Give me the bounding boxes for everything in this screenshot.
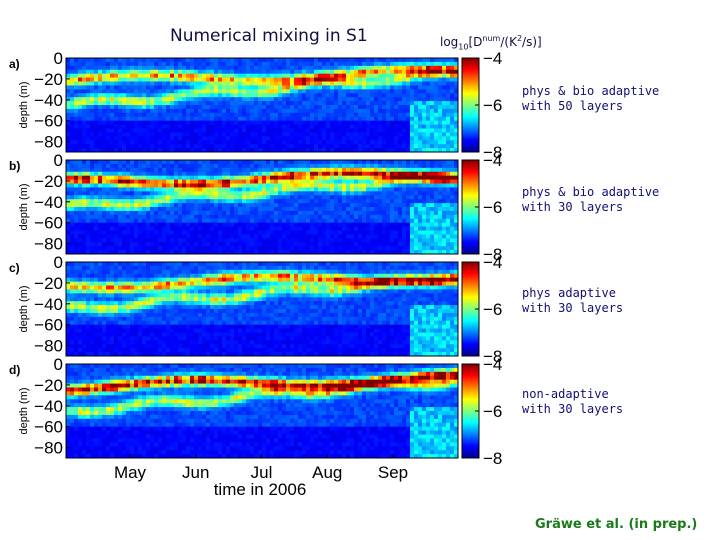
cbar-label-sup: num [482, 34, 501, 43]
panel-1-letter: b) [9, 159, 20, 173]
panel-1-ytick-label: −40 [34, 193, 63, 212]
cbar-label-base: log [440, 35, 459, 49]
panel-3-ytick-label: −20 [34, 376, 63, 395]
panel-1-ytick-label: −80 [34, 235, 63, 254]
cbar-label-open: [D [468, 35, 483, 49]
panel-0-colorbar-tick: −4 [483, 49, 502, 68]
panel-2-colorbar-tick: −8 [483, 347, 502, 366]
panel-1-ytick-label: −60 [34, 214, 63, 233]
panel-3-ytick-label: 0 [54, 355, 63, 374]
panel-0-ytick-label: −20 [34, 70, 63, 89]
panel-c-desc-line1: phys adaptive [522, 286, 616, 300]
panel-a-desc-line1: phys & bio adaptive [522, 84, 660, 98]
xtick-label: Jun [182, 463, 209, 482]
colorbar-label: log10[Dnum/(K2/s)] [440, 34, 542, 51]
panel-3-ytick-label: −80 [34, 439, 63, 458]
panel-0-ytick-label: 0 [54, 49, 63, 68]
panel-b-desc-line2: with 30 layers [522, 200, 624, 214]
panel-3-ylabel: depth (m) [18, 387, 30, 434]
panel-b-description: phys & bio adaptive with 30 layers [522, 185, 659, 215]
panel-0-colorbar-tick: −6 [483, 96, 502, 115]
panel-2-ytick-label: −80 [34, 337, 63, 356]
panel-0-letter: a) [9, 57, 20, 71]
panel-2-ytick-label: −40 [34, 295, 63, 314]
panel-3-colorbar-tick: −8 [483, 449, 502, 468]
panel-0-colorbar-tick: −8 [483, 143, 502, 162]
cbar-label-close: /s)] [522, 35, 542, 49]
panel-1-heatmap [66, 160, 459, 255]
x-axis-label: time in 2006 [214, 480, 307, 499]
panel-1: 0 −20 −40 −60 −80 depth (m) b) −4 −6 −8 [9, 151, 502, 264]
panel-2-letter: c) [9, 261, 20, 275]
panel-1-colorbar-tick: −8 [483, 245, 502, 264]
panel-2-heatmap [66, 262, 459, 357]
cbar-label-unit-sup: 2 [516, 34, 523, 43]
panel-1-colorbar-tick: −6 [483, 198, 502, 217]
panel-0-ytick-label: −60 [34, 112, 63, 131]
panel-0-frame [65, 57, 459, 153]
credit-text: Gräwe et al. (in prep.) [535, 517, 698, 532]
panel-0-ytick-label: −40 [34, 91, 63, 110]
panel-1-ytick-label: 0 [54, 151, 63, 170]
panel-b-desc-line1: phys & bio adaptive [522, 185, 660, 199]
panel-0-ytick-label: −80 [34, 133, 63, 152]
panel-3-ytick-label: −60 [34, 418, 63, 437]
panel-d-desc-line1: non-adaptive [522, 387, 609, 401]
xtick-label: May [114, 463, 147, 482]
panel-2-colorbar-tick: −4 [483, 253, 502, 272]
panel-1-frame [65, 159, 459, 255]
panel-d-desc-line2: with 30 layers [522, 402, 624, 416]
panel-2-ytick-label: −20 [34, 274, 63, 293]
panel-1-ylabel: depth (m) [18, 183, 30, 230]
panel-1-colorbar-tick: −4 [483, 151, 502, 170]
panel-2-colorbar-tick: −6 [483, 300, 502, 319]
xtick-label: Jul [251, 463, 273, 482]
panel-c-description: phys adaptive with 30 layers [522, 286, 623, 316]
xtick-label: Sep [378, 463, 408, 482]
panel-0-heatmap [66, 58, 459, 153]
panel-3-letter: d) [9, 363, 20, 377]
panel-c-desc-line2: with 30 layers [522, 301, 624, 315]
panel-3-ytick-label: −40 [34, 397, 63, 416]
slide-title: Numerical mixing in S1 [170, 26, 368, 46]
panel-3-heatmap [66, 364, 459, 459]
panel-3-colorbar-tick: −6 [483, 402, 502, 421]
cbar-label-base-sub: 10 [458, 42, 469, 52]
panel-a-description: phys & bio adaptive with 50 layers [522, 84, 659, 114]
xtick-label: Aug [312, 463, 342, 482]
panel-a-desc-line2: with 50 layers [522, 99, 624, 113]
panel-3-colorbar-tick: −4 [483, 355, 502, 374]
panel-3: 0 −20 −40 −60 −80 depth (m) d) −4 −6 −8 [9, 355, 502, 468]
panel-2-ylabel: depth (m) [18, 285, 30, 332]
panel-2: 0 −20 −40 −60 −80 depth (m) c) −4 −6 −8 [9, 253, 502, 366]
panel-0-ylabel: depth (m) [18, 81, 30, 128]
panel-2-ytick-label: −60 [34, 316, 63, 335]
panel-2-frame [65, 261, 459, 357]
panel-2-ytick-label: 0 [54, 253, 63, 272]
panel-d-description: non-adaptive with 30 layers [522, 387, 623, 417]
panel-1-ytick-label: −20 [34, 172, 63, 191]
panel-0: 0 −20 −40 −60 −80 depth (m) a) −4 −6 −8 [9, 49, 502, 162]
cbar-label-unit: /(K [500, 35, 517, 49]
